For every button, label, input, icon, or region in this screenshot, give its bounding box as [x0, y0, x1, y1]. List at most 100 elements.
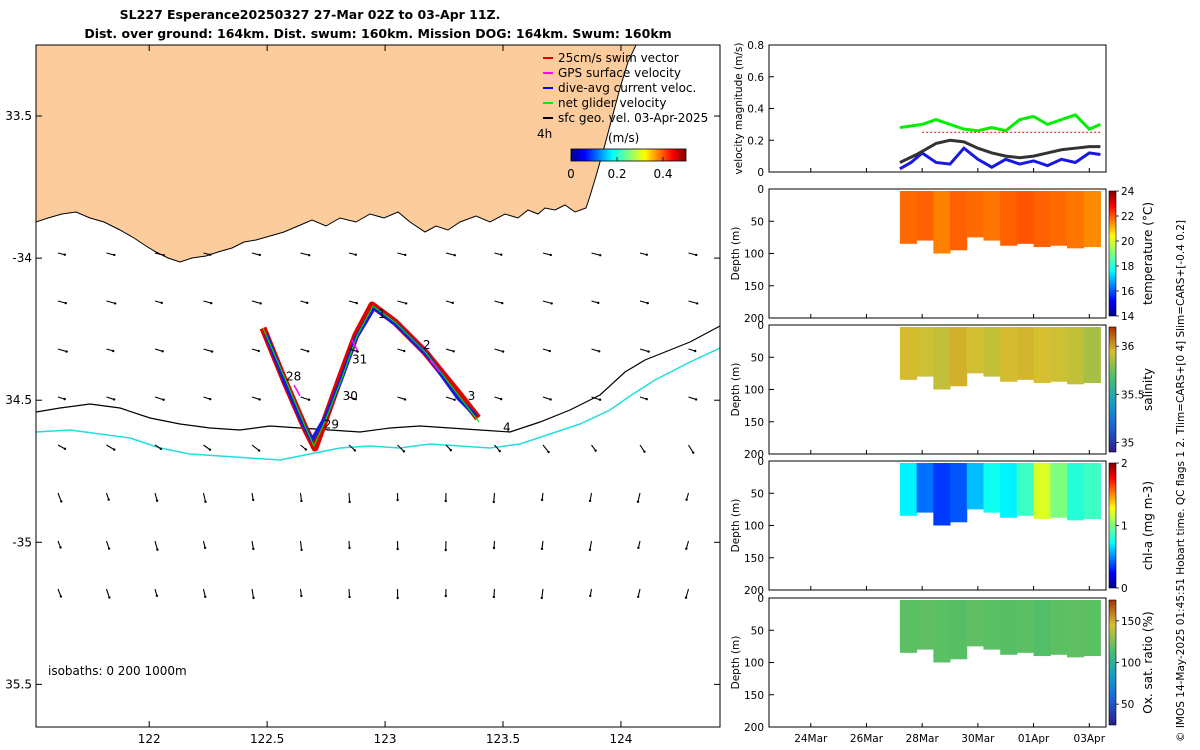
- geo-arrow: [57, 444, 66, 450]
- y-tick-label: 0.4: [747, 104, 764, 116]
- y-tick-label: 150: [744, 281, 764, 293]
- colorbar-tick-label: 0: [1121, 583, 1128, 595]
- map-frame: [35, 44, 721, 728]
- geo-arrow-head: [113, 448, 116, 451]
- geo-arrow-head: [444, 548, 447, 552]
- profile-cell: [1083, 463, 1101, 520]
- geo-arrow-head: [694, 398, 698, 401]
- colorbar-tick-label: 18: [1121, 261, 1134, 273]
- colorbar-tick-label: 1: [1121, 521, 1128, 533]
- y-tick-label: 0.8: [747, 40, 764, 52]
- geo-arrow-head: [107, 547, 111, 550]
- legend-entry: GPS surface velocity: [558, 66, 681, 80]
- geo-arrow: [300, 252, 310, 256]
- geo-arrow: [106, 396, 115, 400]
- geo-arrow: [494, 444, 501, 452]
- geo-arrow-head: [643, 450, 646, 453]
- profile-cell: [1016, 327, 1035, 380]
- profile-cell: [1067, 327, 1085, 385]
- geo-arrow-head: [637, 546, 640, 550]
- geo-arrow: [300, 396, 310, 401]
- geo-arrow-head: [453, 254, 456, 257]
- glider-track: [259, 301, 481, 452]
- profile-cell: [983, 600, 1001, 650]
- y-tick-label: 100: [744, 385, 764, 397]
- y-tick-label: 50: [751, 488, 764, 500]
- profile-cell: [1050, 463, 1068, 518]
- isobath-200m: [36, 325, 720, 433]
- profile-cell: [916, 600, 934, 650]
- geo-arrow: [57, 588, 62, 597]
- track-day-label: 30: [343, 389, 358, 403]
- geo-arrow: [445, 252, 455, 256]
- geo-arrow-head: [452, 350, 455, 353]
- geo-arrow-head: [348, 546, 351, 550]
- geo-arrow-head: [548, 349, 551, 353]
- geo-arrow: [154, 492, 158, 501]
- y-tick-label: 150: [744, 690, 764, 702]
- geo-arrow: [397, 300, 407, 304]
- profile-cell: [1050, 600, 1068, 655]
- geo-arrow-head: [588, 548, 592, 552]
- geo-arrow-head: [500, 253, 503, 256]
- interval-label: 4h: [537, 127, 552, 141]
- profile-cell: [1000, 463, 1018, 518]
- time-tick-label: 30Mar: [961, 733, 995, 745]
- geo-arrow-head: [306, 350, 310, 353]
- geo-arrow: [154, 348, 163, 352]
- geo-arrow: [541, 588, 544, 598]
- geo-arrow-head: [492, 595, 496, 599]
- geo-arrow-head: [307, 398, 311, 401]
- profile-cell: [1050, 327, 1068, 382]
- geo-arrow: [203, 444, 211, 451]
- geo-arrow-head: [597, 350, 601, 353]
- geo-arrow-head: [695, 253, 698, 257]
- track-day-label: 4: [503, 420, 511, 434]
- geo-arrow-head: [636, 500, 640, 503]
- geo-arrow: [589, 492, 593, 501]
- colorbar-tick-label: 0.4: [653, 167, 672, 181]
- geo-arrow-head: [598, 398, 602, 401]
- isobath-1000m: [36, 347, 720, 461]
- geo-arrow-head: [396, 596, 399, 600]
- y-tick-label: 200: [744, 722, 764, 734]
- geo-arrow-head: [396, 547, 399, 551]
- geo-arrow-head: [444, 594, 447, 598]
- series-line: [899, 113, 1102, 133]
- geo-arrow-head: [252, 547, 255, 551]
- geo-arrow-head: [59, 546, 62, 549]
- geo-arrow-head: [204, 500, 207, 503]
- panel-2: 0 50 100 150 200 Depth (m) 14 16 18 20 22 24 tempera…: [730, 184, 1155, 325]
- geo-arrow-head: [258, 398, 261, 401]
- profile-cell: [916, 191, 934, 241]
- geo-arrow: [685, 588, 690, 598]
- geo-arrow: [397, 396, 406, 400]
- y-tick-label: 50: [751, 216, 764, 228]
- geo-arrow-head: [645, 253, 648, 256]
- title-line-1: SL227 Esperance20250327 27-Mar 02Z to 03…: [120, 7, 501, 22]
- map-y-tick-label: 35.5: [5, 677, 32, 691]
- geo-arrow-head: [348, 500, 351, 504]
- panel-frame: [768, 597, 1107, 728]
- geo-arrow: [348, 444, 356, 451]
- land-mass: [36, 45, 637, 263]
- geo-arrow: [494, 300, 503, 304]
- geo-arrow-head: [453, 398, 456, 401]
- geo-arrow: [639, 444, 645, 452]
- profile-cell: [1033, 600, 1051, 657]
- y-tick-label: 50: [751, 352, 764, 364]
- map-y-tick-label: 33.5: [5, 109, 32, 123]
- geo-arrow-head: [404, 302, 408, 305]
- geo-arrow-head: [588, 499, 592, 503]
- geo-arrow-head: [354, 253, 357, 256]
- profile-cell: [1083, 327, 1101, 384]
- map-x-tick-label: 123: [374, 732, 397, 746]
- panel-colorbar: [1108, 326, 1117, 453]
- geo-arrow-head: [108, 596, 111, 599]
- geo-arrow-head: [645, 397, 648, 401]
- legend-entry: sfc geo. vel. 03-Apr-2025: [558, 111, 708, 125]
- geo-arrow: [591, 252, 601, 256]
- geo-arrow-head: [449, 448, 452, 452]
- isobath-label: isobaths: 0 200 1000m: [48, 664, 187, 678]
